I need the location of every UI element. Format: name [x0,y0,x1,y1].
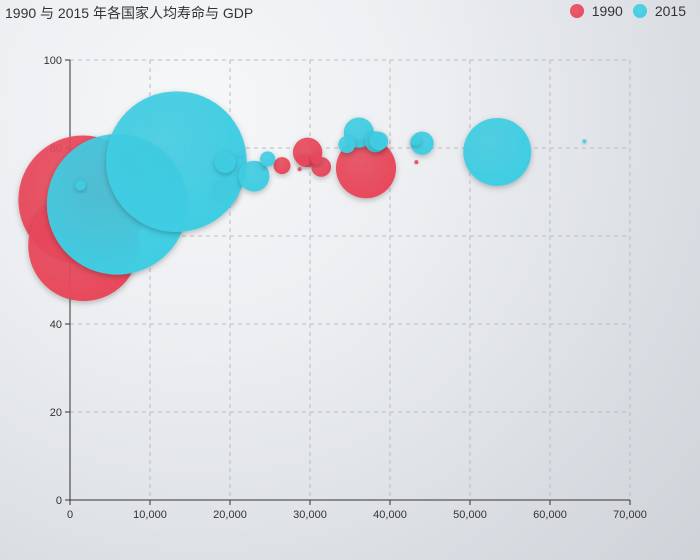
bubble-2015-3 [238,160,270,192]
x-tick-label-4: 40,000 [373,509,407,521]
bubble-1990-8 [311,153,322,165]
x-tick-label-0: 0 [67,509,73,521]
bubble-2015-6 [214,152,236,173]
bubbles [18,91,587,302]
x-tick-label-1: 10,000 [133,509,167,521]
x-tick-label-5: 50,000 [453,509,487,521]
bubble-1990-2 [335,138,397,199]
y-tick-label-1: 20 [50,407,62,419]
x-tick-label-7: 70,000 [613,509,647,521]
bubble-1990-6 [273,157,291,175]
bubble-2015-8 [369,131,389,151]
bubble-2015-11 [75,180,86,191]
bubble-2015-12 [410,135,421,146]
bubble-1990-12 [414,160,419,165]
bubble-2015-2 [463,117,532,186]
y-tick-label-0: 0 [56,495,62,507]
legend-item-2015[interactable]: 2015 [632,3,686,19]
series-2015 [46,91,587,275]
x-tick-label-3: 30,000 [293,509,327,521]
legend: 1990 2015 [569,3,686,19]
bubble-1990-7 [297,154,310,167]
legend-label-2015: 2015 [654,3,686,19]
bubble-2015-14 [582,139,587,144]
x-tick-label-6: 60,000 [533,509,567,521]
bubble-1990-11 [297,167,302,172]
legend-marker-1990 [569,4,584,18]
bubble-2015-9 [338,135,356,153]
y-tick-label-2: 40 [50,319,62,331]
bubble-2015-13 [238,152,243,158]
y-tick-label-5: 100 [44,55,62,67]
legend-marker-2015 [632,4,647,18]
legend-label-1990: 1990 [591,3,623,19]
bubble-2015-1 [106,91,247,232]
x-tick-label-2: 20,000 [213,509,247,521]
bubble-2015-10 [260,151,276,167]
legend-item-1990[interactable]: 1990 [569,3,623,19]
chart-title: 1990 与 2015 年各国家人均寿命与 GDP [5,5,254,21]
